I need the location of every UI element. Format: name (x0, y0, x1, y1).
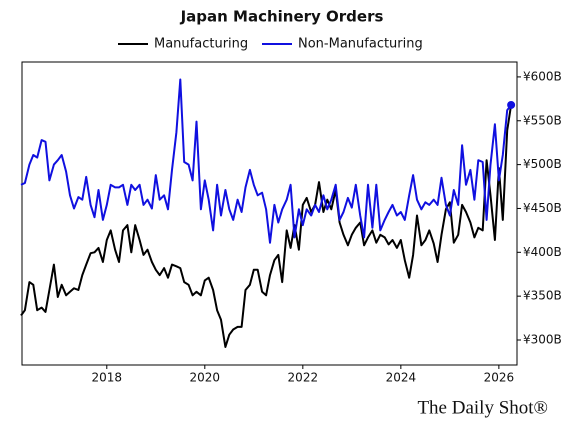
legend-label: Non-Manufacturing (298, 37, 423, 52)
plot-frame (21, 61, 518, 366)
y-tick-label: ¥400B (523, 245, 562, 259)
series-line (20, 104, 513, 348)
x-tick-label: 2026 (484, 371, 515, 385)
y-tick-label: ¥600B (523, 69, 562, 83)
source: The Daily Shot® (417, 397, 548, 418)
x-tick-label: 2018 (92, 371, 123, 385)
x-tick-label: 2024 (386, 371, 417, 385)
y-tick-label: ¥450B (523, 201, 562, 215)
end-marker (507, 100, 516, 109)
y-tick-label: ¥550B (523, 113, 562, 127)
y-tick-label: ¥500B (523, 157, 562, 171)
legend-label: Manufacturing (154, 37, 248, 52)
series-line (20, 78, 512, 244)
x-tick-label: 2022 (288, 371, 319, 385)
x-tick-label: 2020 (190, 371, 221, 385)
chart-title: Japan Machinery Orders (180, 8, 384, 26)
y-tick-label: ¥300B (523, 333, 562, 347)
y-tick-label: ¥350B (523, 289, 562, 303)
